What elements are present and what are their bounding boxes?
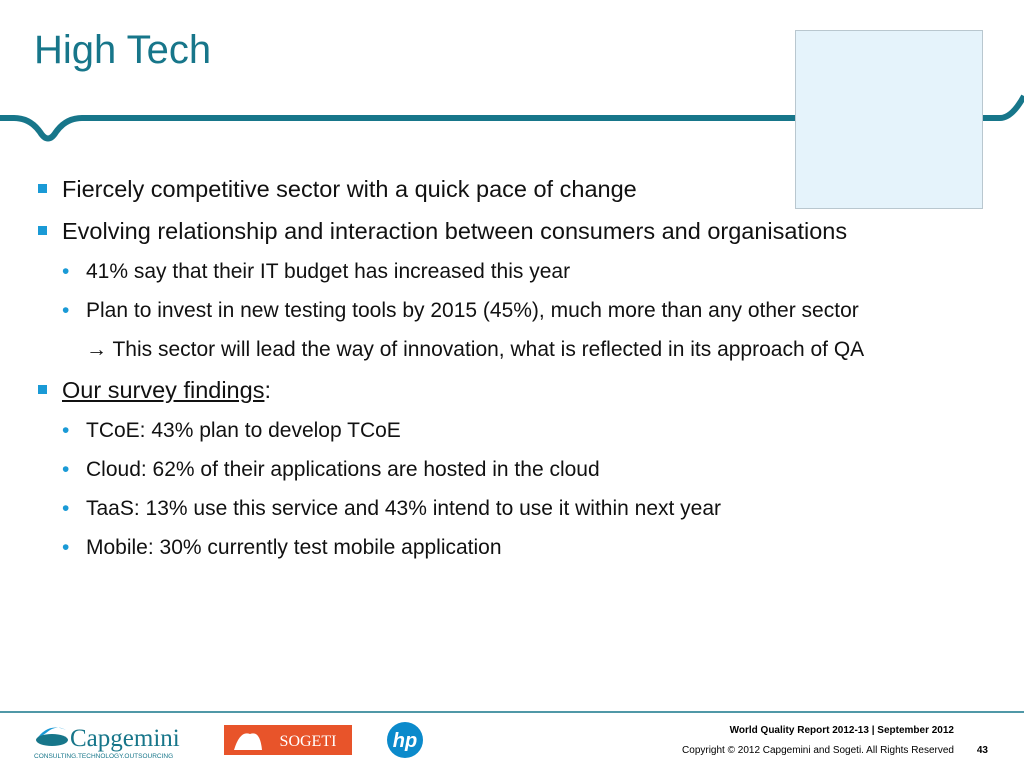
sogeti-name: SOGETI <box>280 733 337 750</box>
bullet: Fiercely competitive sector with a quick… <box>38 172 852 206</box>
bullet: Our survey findings: <box>38 373 852 407</box>
bullet-text: Fiercely competitive sector with a quick… <box>62 176 637 202</box>
bullet-text: Our survey findings <box>62 377 265 403</box>
bullet-suffix: : <box>264 377 271 403</box>
bullet-list: Fiercely competitive sector with a quick… <box>38 172 978 571</box>
page-number: 43 <box>976 745 988 756</box>
sub-bullet: TCoE: 43% plan to develop TCoE <box>62 415 956 446</box>
sub-bullet: Plan to invest in new testing tools by 2… <box>62 295 956 326</box>
hp-logo: hp <box>387 722 423 758</box>
header-wave <box>0 94 1024 142</box>
bullet: Evolving relationship and interaction be… <box>38 214 852 248</box>
hp-name: hp <box>393 730 417 752</box>
sub-bullet: TaaS: 13% use this service and 43% inten… <box>62 493 956 524</box>
capgemini-tagline: CONSULTING.TECHNOLOGY.OUTSOURCING <box>34 753 173 760</box>
sub-bullet: Cloud: 62% of their applications are hos… <box>62 454 956 485</box>
capgemini-name: Capgemini <box>70 725 180 752</box>
capgemini-logo: Capgemini CONSULTING.TECHNOLOGY.OUTSOURC… <box>34 725 180 760</box>
copyright: Copyright © 2012 Capgemini and Sogeti. A… <box>682 745 954 756</box>
sogeti-logo: SOGETI <box>224 725 352 755</box>
icon-box <box>795 30 983 209</box>
sub-bullet: Mobile: 30% currently test mobile applic… <box>62 532 956 563</box>
report-line: World Quality Report 2012-13 | September… <box>729 725 954 736</box>
note: → This sector will lead the way of innov… <box>86 338 865 361</box>
sub-bullet: 41% say that their IT budget has increas… <box>62 256 956 287</box>
bullet-text: Evolving relationship and interaction be… <box>62 218 848 244</box>
slide-title: High Tech <box>34 28 212 72</box>
